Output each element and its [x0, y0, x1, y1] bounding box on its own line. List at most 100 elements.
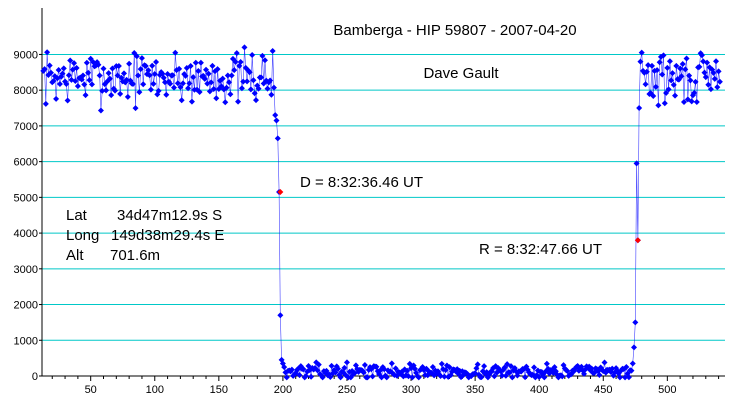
- data-point: [145, 67, 152, 74]
- data-point: [629, 360, 636, 367]
- data-point: [186, 80, 193, 87]
- data-point: [543, 360, 550, 367]
- data-point: [132, 105, 139, 112]
- data-point: [94, 59, 101, 66]
- data-point: [664, 64, 671, 71]
- data-point: [564, 368, 571, 375]
- data-point: [223, 84, 230, 91]
- data-point: [232, 58, 239, 65]
- event-point: [634, 237, 641, 244]
- data-point: [388, 360, 395, 367]
- data-point: [668, 77, 675, 84]
- data-point: [240, 78, 247, 85]
- y-tick-labels: 0 1000 2000 3000 4000 5000 6000 7000 8000 9000: [14, 49, 38, 383]
- data-point: [687, 77, 694, 84]
- x-tick-label: 50: [85, 384, 97, 396]
- data-point: [228, 72, 235, 79]
- data-point: [155, 87, 162, 94]
- data-point: [267, 77, 274, 84]
- data-point: [633, 160, 640, 167]
- data-point: [270, 84, 277, 91]
- data-point: [716, 78, 723, 85]
- data-point: [86, 77, 93, 84]
- data-point: [50, 77, 57, 84]
- data-point: [273, 117, 280, 124]
- x-tick-label: 400: [530, 384, 548, 396]
- data-point: [638, 49, 645, 56]
- data-point: [650, 92, 657, 99]
- data-point: [702, 74, 709, 81]
- data-point: [277, 312, 284, 319]
- data-point: [373, 363, 380, 370]
- data-point: [252, 97, 259, 104]
- data-point: [67, 57, 74, 64]
- data-point: [247, 86, 254, 93]
- chart-title: Bamberga - HIP 59807 - 2007-04-20: [333, 22, 576, 39]
- alt-value: 701.6m: [110, 247, 160, 264]
- data-point: [663, 89, 670, 96]
- data-point: [87, 55, 94, 62]
- data-point: [205, 70, 212, 77]
- data-point: [269, 48, 276, 55]
- data-point: [670, 81, 677, 88]
- data-point: [296, 372, 303, 379]
- data-point: [72, 78, 79, 85]
- data-point: [160, 74, 167, 81]
- data-point: [85, 69, 92, 76]
- data-point: [328, 362, 335, 369]
- data-point: [174, 80, 181, 87]
- data-point: [82, 92, 89, 99]
- data-point: [522, 374, 529, 381]
- data-point: [241, 44, 248, 51]
- data-point: [643, 68, 650, 75]
- data-point: [315, 361, 322, 368]
- data-point: [109, 65, 116, 72]
- long-label: Long: [66, 227, 99, 244]
- data-point: [692, 78, 699, 85]
- x-tick-label: 250: [338, 384, 356, 396]
- x-tick-label: 500: [658, 384, 676, 396]
- data-point: [536, 373, 543, 380]
- data-point: [112, 87, 119, 94]
- data-point: [631, 344, 638, 351]
- data-point: [60, 65, 67, 72]
- data-point: [187, 62, 194, 69]
- data-point: [622, 374, 629, 381]
- data-point: [652, 83, 659, 90]
- data-point: [63, 80, 70, 87]
- data-point: [163, 91, 170, 98]
- data-point: [628, 367, 635, 374]
- data-point: [106, 75, 113, 82]
- data-point: [478, 374, 485, 381]
- data-point: [74, 83, 81, 90]
- data-point: [415, 374, 422, 381]
- data-point: [648, 62, 655, 69]
- data-point: [693, 98, 700, 105]
- axes: [39, 8, 725, 381]
- data-point: [95, 61, 102, 68]
- data-point: [226, 79, 233, 86]
- data-point: [609, 365, 616, 372]
- data-point: [637, 58, 644, 65]
- data-point: [645, 62, 652, 69]
- data-point: [237, 58, 244, 65]
- long-value: 149d38m29.4s E: [111, 227, 224, 244]
- data-point: [105, 70, 112, 77]
- data-point: [213, 95, 220, 102]
- data-point: [108, 92, 115, 99]
- lat-label: Lat: [66, 207, 88, 224]
- data-point: [625, 374, 632, 381]
- data-point: [659, 71, 666, 78]
- data-point: [133, 53, 140, 60]
- data-point: [182, 72, 189, 79]
- data-point: [704, 59, 711, 66]
- data-point: [170, 84, 177, 91]
- data-point: [677, 65, 684, 72]
- data-point: [302, 372, 309, 379]
- data-point: [99, 87, 106, 94]
- data-point: [711, 75, 718, 82]
- reappearance-annotation: R = 8:32:47.66 UT: [479, 241, 602, 258]
- lat-value: 34d47m12.9s S: [117, 207, 222, 224]
- data-point: [337, 374, 344, 381]
- data-point: [195, 68, 202, 75]
